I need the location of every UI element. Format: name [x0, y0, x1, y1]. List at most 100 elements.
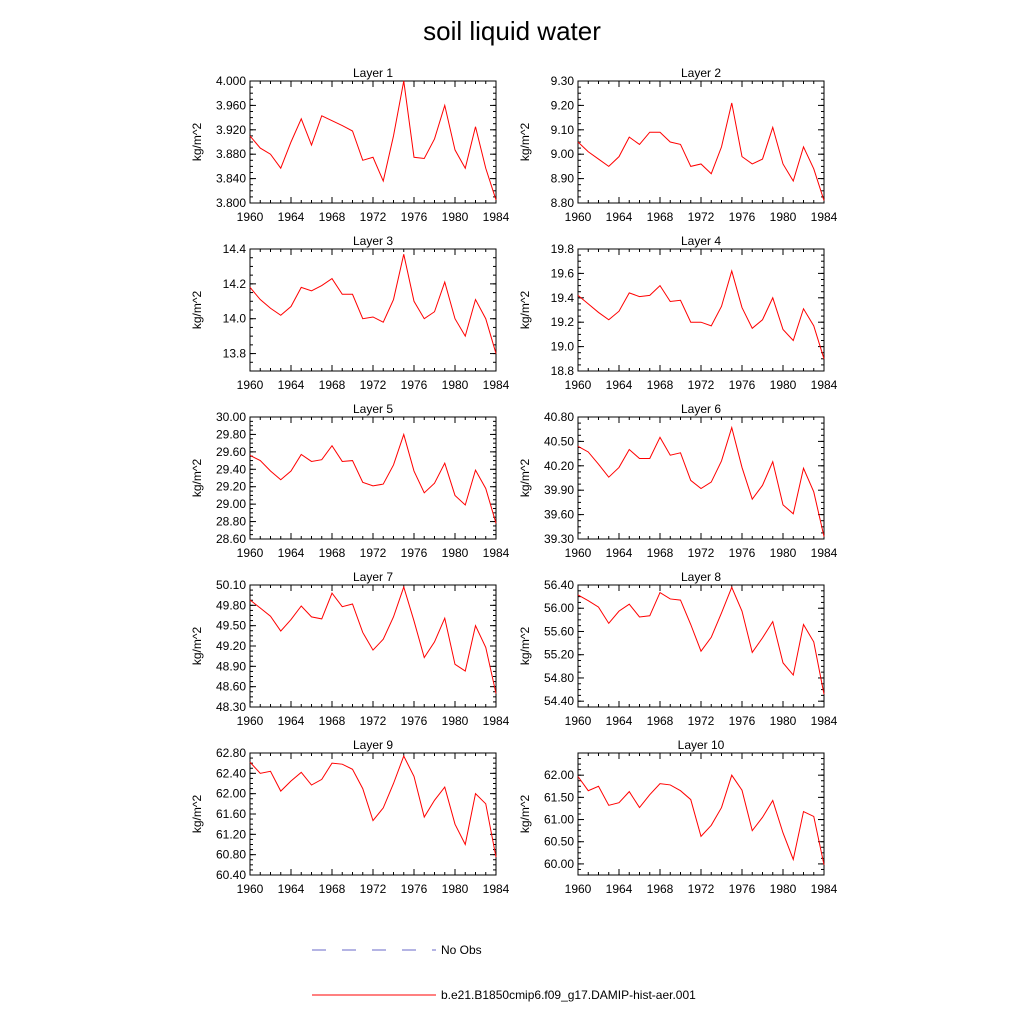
x-tick-label: 1972	[688, 714, 715, 728]
y-axis-label: kg/m^2	[190, 627, 204, 666]
x-tick-label: 1968	[319, 378, 346, 392]
x-tick-label: 1980	[770, 714, 797, 728]
y-tick-label: 48.30	[216, 700, 246, 714]
x-tick-label: 1972	[688, 882, 715, 896]
x-tick-label: 1976	[401, 378, 428, 392]
panel-3: Layer 3 kg/m^2 1960 1964 1968 1972 1976 1980 198…	[190, 234, 510, 392]
x-tick-label: 1964	[278, 210, 305, 224]
x-tick-label: 1984	[483, 378, 510, 392]
x-tick-label: 1960	[237, 210, 264, 224]
x-tick-label: 1964	[278, 378, 305, 392]
x-tick-label: 1960	[565, 714, 592, 728]
x-tick-label: 1972	[360, 546, 387, 560]
y-tick-label: 19.6	[551, 266, 575, 280]
y-axis-label: kg/m^2	[190, 795, 204, 834]
x-tick-label: 1984	[811, 714, 838, 728]
x-tick-label: 1976	[401, 210, 428, 224]
x-tick-label: 1972	[688, 546, 715, 560]
x-tick-label: 1972	[360, 882, 387, 896]
y-tick-label: 39.90	[544, 483, 574, 497]
x-tick-label: 1968	[319, 714, 346, 728]
x-tick-label: 1984	[811, 378, 838, 392]
x-tick-label: 1976	[401, 714, 428, 728]
legend: No Obs b.e21.B1850cmip6.f09_g17.DAMIP-hi…	[312, 943, 696, 1002]
y-axis-label: kg/m^2	[190, 459, 204, 498]
y-tick-label: 62.00	[544, 768, 574, 782]
x-tick-label: 1980	[442, 882, 469, 896]
y-tick-label: 56.40	[544, 578, 574, 592]
y-tick-label: 39.30	[544, 532, 574, 546]
y-tick-label: 62.00	[216, 787, 246, 801]
x-tick-label: 1984	[483, 882, 510, 896]
y-axis-label: kg/m^2	[518, 291, 532, 330]
x-tick-label: 1964	[278, 714, 305, 728]
x-tick-label: 1960	[237, 378, 264, 392]
y-tick-label: 19.2	[551, 315, 575, 329]
x-tick-label: 1972	[688, 210, 715, 224]
y-tick-label: 49.20	[216, 639, 246, 653]
panel-title: Layer 9	[353, 738, 393, 752]
y-tick-label: 3.960	[216, 98, 246, 112]
panel-7: Layer 7 kg/m^2 1960 1964 1968 1972 1976 1980 198…	[190, 570, 510, 728]
y-tick-label: 28.60	[216, 532, 246, 546]
x-tick-label: 1976	[729, 378, 756, 392]
x-tick-label: 1976	[729, 882, 756, 896]
figure-title: soil liquid water	[423, 16, 601, 46]
legend-obs-label: No Obs	[441, 943, 482, 957]
x-tick-label: 1960	[237, 714, 264, 728]
y-tick-label: 54.80	[544, 671, 574, 685]
series-line	[249, 254, 497, 354]
y-tick-label: 29.80	[216, 427, 246, 441]
y-tick-label: 8.80	[551, 196, 575, 210]
legend-model-label: b.e21.B1850cmip6.f09_g17.DAMIP-hist-aer.…	[441, 988, 696, 1002]
y-tick-label: 3.920	[216, 123, 246, 137]
panel-title: Layer 3	[353, 234, 393, 248]
y-axis-label: kg/m^2	[518, 627, 532, 666]
y-tick-label: 9.00	[551, 147, 575, 161]
x-tick-label: 1984	[811, 546, 838, 560]
y-tick-label: 40.80	[544, 410, 574, 424]
y-tick-label: 19.8	[551, 242, 575, 256]
y-tick-label: 62.40	[216, 766, 246, 780]
x-tick-label: 1964	[606, 714, 633, 728]
series-line	[249, 432, 497, 524]
y-tick-label: 40.20	[544, 459, 574, 473]
x-tick-label: 1976	[729, 210, 756, 224]
x-tick-label: 1968	[647, 210, 674, 224]
x-tick-label: 1976	[729, 714, 756, 728]
x-tick-label: 1964	[278, 546, 305, 560]
x-tick-label: 1964	[606, 378, 633, 392]
y-tick-label: 54.40	[544, 694, 574, 708]
x-tick-label: 1968	[319, 210, 346, 224]
y-axis-label: kg/m^2	[518, 123, 532, 162]
y-tick-label: 19.0	[551, 340, 575, 354]
panel-2: Layer 2 kg/m^2 1960 1964 1968 1972 1976 1980 198…	[518, 66, 838, 224]
x-tick-label: 1980	[442, 714, 469, 728]
panel-title: Layer 5	[353, 402, 393, 416]
y-tick-label: 29.00	[216, 497, 246, 511]
y-tick-label: 14.2	[223, 277, 247, 291]
panel-title: Layer 7	[353, 570, 393, 584]
y-tick-label: 61.50	[544, 790, 574, 804]
y-tick-label: 49.50	[216, 619, 246, 633]
x-tick-label: 1984	[811, 210, 838, 224]
y-tick-label: 9.30	[551, 74, 575, 88]
x-tick-label: 1984	[811, 882, 838, 896]
x-tick-label: 1968	[647, 882, 674, 896]
series-line	[577, 102, 825, 201]
y-tick-label: 19.4	[551, 291, 575, 305]
y-tick-label: 61.00	[544, 813, 574, 827]
series-line	[249, 80, 497, 201]
x-tick-label: 1964	[278, 882, 305, 896]
y-tick-label: 13.8	[223, 347, 247, 361]
y-axis-label: kg/m^2	[518, 459, 532, 498]
panel-9: Layer 9 kg/m^2 1960 1964 1968 1972 1976 1980 198…	[190, 738, 510, 896]
series-line	[249, 585, 497, 694]
x-tick-label: 1980	[770, 210, 797, 224]
y-axis-label: kg/m^2	[518, 795, 532, 834]
y-tick-label: 62.80	[216, 746, 246, 760]
panel-title: Layer 4	[681, 234, 721, 248]
series-line	[577, 774, 825, 865]
y-tick-label: 49.80	[216, 598, 246, 612]
